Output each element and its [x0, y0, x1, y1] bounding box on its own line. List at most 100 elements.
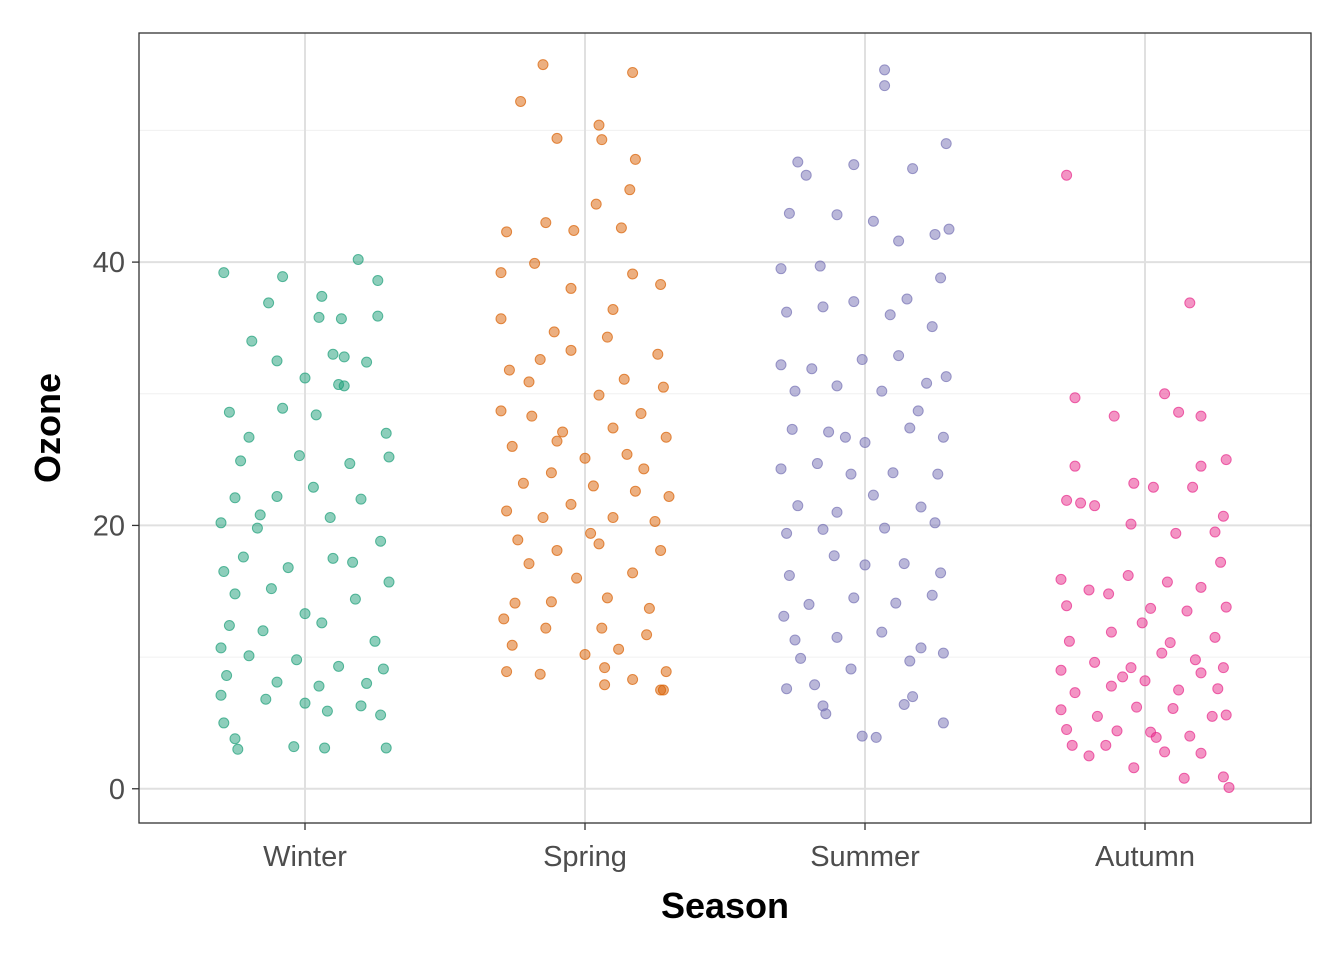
data-point: [831, 506, 843, 518]
data-point: [260, 693, 272, 705]
data-point: [898, 699, 910, 710]
data-point: [820, 708, 832, 720]
points-layer: [215, 59, 1235, 793]
data-point: [324, 512, 336, 524]
data-point: [601, 592, 613, 604]
data-point: [1223, 781, 1235, 793]
data-point: [1195, 581, 1207, 593]
data-point: [775, 359, 787, 371]
data-point: [1220, 709, 1232, 721]
data-point: [937, 431, 949, 443]
data-point: [355, 493, 367, 505]
data-point: [1159, 388, 1171, 400]
data-point: [293, 450, 305, 462]
data-point: [1089, 500, 1101, 512]
data-point: [831, 631, 843, 643]
data-point: [627, 67, 639, 78]
data-point: [627, 268, 639, 280]
data-point: [361, 677, 373, 689]
data-point: [1164, 637, 1176, 649]
data-point: [523, 558, 535, 570]
data-point: [243, 650, 255, 662]
data-point: [921, 377, 933, 389]
data-point: [503, 364, 515, 376]
data-point: [859, 436, 871, 448]
data-point: [593, 119, 605, 131]
data-point: [1128, 477, 1140, 489]
data-point: [375, 709, 387, 721]
data-point: [319, 742, 331, 754]
data-point: [229, 492, 241, 504]
data-point: [1131, 701, 1143, 713]
data-point: [1178, 772, 1190, 784]
data-point: [1170, 527, 1182, 539]
data-point: [781, 527, 793, 539]
data-point: [1161, 576, 1173, 588]
data-point: [1195, 747, 1207, 759]
data-point: [1215, 556, 1227, 568]
data-point: [1066, 739, 1078, 751]
data-point: [1103, 588, 1115, 600]
data-point: [643, 602, 655, 614]
x-tick-label: Spring: [543, 841, 627, 873]
data-point: [898, 558, 910, 570]
data-point: [1108, 410, 1120, 422]
data-point: [1069, 460, 1081, 472]
data-point: [229, 733, 241, 745]
data-point: [876, 385, 888, 397]
data-point: [1220, 454, 1232, 466]
data-point: [879, 80, 891, 92]
data-point: [593, 538, 605, 550]
data-point: [1217, 662, 1229, 674]
data-point: [495, 267, 507, 279]
data-point: [1125, 518, 1137, 530]
data-point: [232, 743, 244, 755]
data-point: [565, 282, 577, 294]
data-point: [817, 301, 829, 313]
data-point: [811, 458, 823, 470]
data-point: [529, 257, 541, 269]
data-point: [271, 490, 283, 502]
data-point: [823, 426, 835, 438]
data-point: [271, 676, 283, 688]
data-point: [926, 589, 938, 601]
x-tick-label: Winter: [263, 841, 347, 873]
data-point: [655, 544, 667, 556]
data-point: [590, 198, 602, 210]
data-point: [627, 673, 639, 685]
data-point: [870, 731, 882, 743]
data-point: [887, 467, 899, 479]
data-point: [288, 741, 300, 753]
data-point: [929, 228, 941, 240]
data-point: [235, 455, 247, 467]
data-point: [291, 654, 303, 666]
data-point: [781, 306, 793, 318]
axes: 0 20 40 Winter Spring Summer Autumn: [93, 247, 1195, 873]
data-point: [537, 512, 549, 524]
data-point: [282, 562, 294, 574]
data-point: [856, 354, 868, 366]
data-point: [893, 350, 905, 362]
data-point: [1139, 675, 1151, 687]
data-point: [1125, 662, 1137, 674]
data-point: [1220, 601, 1232, 613]
data-point: [901, 293, 913, 305]
data-point: [935, 567, 947, 579]
data-point: [383, 576, 395, 588]
y-tick-label: 20: [93, 510, 125, 542]
data-point: [565, 344, 577, 356]
data-point: [1195, 667, 1207, 679]
data-point: [943, 223, 955, 235]
data-point: [800, 169, 812, 181]
data-point: [789, 634, 801, 646]
data-point: [512, 534, 524, 546]
data-point: [845, 468, 857, 480]
data-point: [587, 480, 599, 492]
data-point: [660, 431, 672, 443]
data-point: [1209, 526, 1221, 538]
data-point: [545, 596, 557, 608]
data-point: [778, 610, 790, 622]
data-point: [935, 272, 947, 284]
data-point: [848, 296, 860, 308]
data-point: [551, 435, 563, 447]
